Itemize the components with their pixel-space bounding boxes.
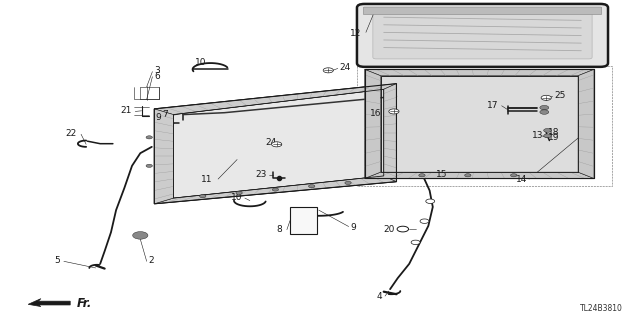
Circle shape (146, 164, 152, 167)
FancyBboxPatch shape (290, 207, 317, 234)
Circle shape (308, 185, 315, 188)
Text: 6: 6 (154, 72, 160, 81)
Text: TL24B3810: TL24B3810 (580, 304, 623, 313)
Polygon shape (381, 76, 578, 172)
Text: 12: 12 (350, 28, 362, 38)
Circle shape (146, 136, 152, 139)
Text: 19: 19 (548, 133, 559, 143)
Circle shape (323, 68, 333, 73)
Text: 11: 11 (202, 174, 213, 184)
Text: 5: 5 (54, 256, 60, 265)
Text: 24: 24 (339, 63, 350, 72)
Text: 22: 22 (65, 129, 77, 138)
Polygon shape (28, 299, 70, 307)
Circle shape (411, 240, 420, 245)
Text: 16: 16 (371, 109, 382, 118)
Circle shape (543, 134, 551, 138)
Circle shape (541, 95, 551, 100)
Circle shape (420, 219, 429, 223)
Circle shape (465, 174, 471, 177)
Polygon shape (365, 172, 594, 178)
Circle shape (132, 232, 148, 239)
Circle shape (511, 174, 517, 177)
Text: 18: 18 (548, 128, 559, 137)
Polygon shape (154, 109, 173, 204)
Polygon shape (578, 69, 594, 178)
Text: 10: 10 (231, 193, 243, 202)
Circle shape (345, 181, 351, 184)
Circle shape (540, 105, 548, 110)
Circle shape (271, 142, 282, 147)
Text: Fr.: Fr. (77, 297, 92, 310)
Polygon shape (365, 69, 594, 178)
Circle shape (200, 195, 206, 198)
Text: 24: 24 (266, 137, 276, 147)
FancyBboxPatch shape (373, 12, 592, 59)
Text: 4: 4 (377, 292, 383, 300)
Text: 9: 9 (155, 113, 161, 122)
Circle shape (419, 174, 425, 177)
Polygon shape (365, 69, 594, 76)
Text: 15: 15 (436, 170, 447, 179)
FancyBboxPatch shape (364, 7, 602, 15)
Text: 10: 10 (195, 58, 207, 67)
Polygon shape (173, 89, 384, 198)
Text: 3: 3 (154, 66, 160, 75)
Circle shape (272, 188, 278, 191)
Circle shape (543, 129, 551, 132)
Text: 20: 20 (384, 225, 395, 234)
Polygon shape (154, 84, 396, 204)
Text: 17: 17 (487, 100, 499, 110)
Text: 14: 14 (516, 174, 527, 184)
Circle shape (389, 109, 399, 114)
Polygon shape (154, 176, 396, 204)
Text: 21: 21 (121, 106, 132, 115)
Circle shape (426, 199, 435, 204)
Polygon shape (384, 84, 396, 182)
Circle shape (236, 191, 243, 195)
Polygon shape (154, 84, 396, 115)
Text: 13: 13 (532, 131, 543, 140)
Text: 25: 25 (554, 91, 566, 100)
FancyBboxPatch shape (357, 4, 608, 67)
Text: 7: 7 (163, 110, 168, 119)
Text: 8: 8 (276, 225, 282, 234)
Polygon shape (365, 69, 381, 178)
Circle shape (540, 110, 548, 114)
Text: 9: 9 (351, 223, 356, 232)
Text: 23: 23 (255, 170, 266, 179)
Text: 2: 2 (148, 256, 154, 265)
Circle shape (397, 226, 408, 232)
